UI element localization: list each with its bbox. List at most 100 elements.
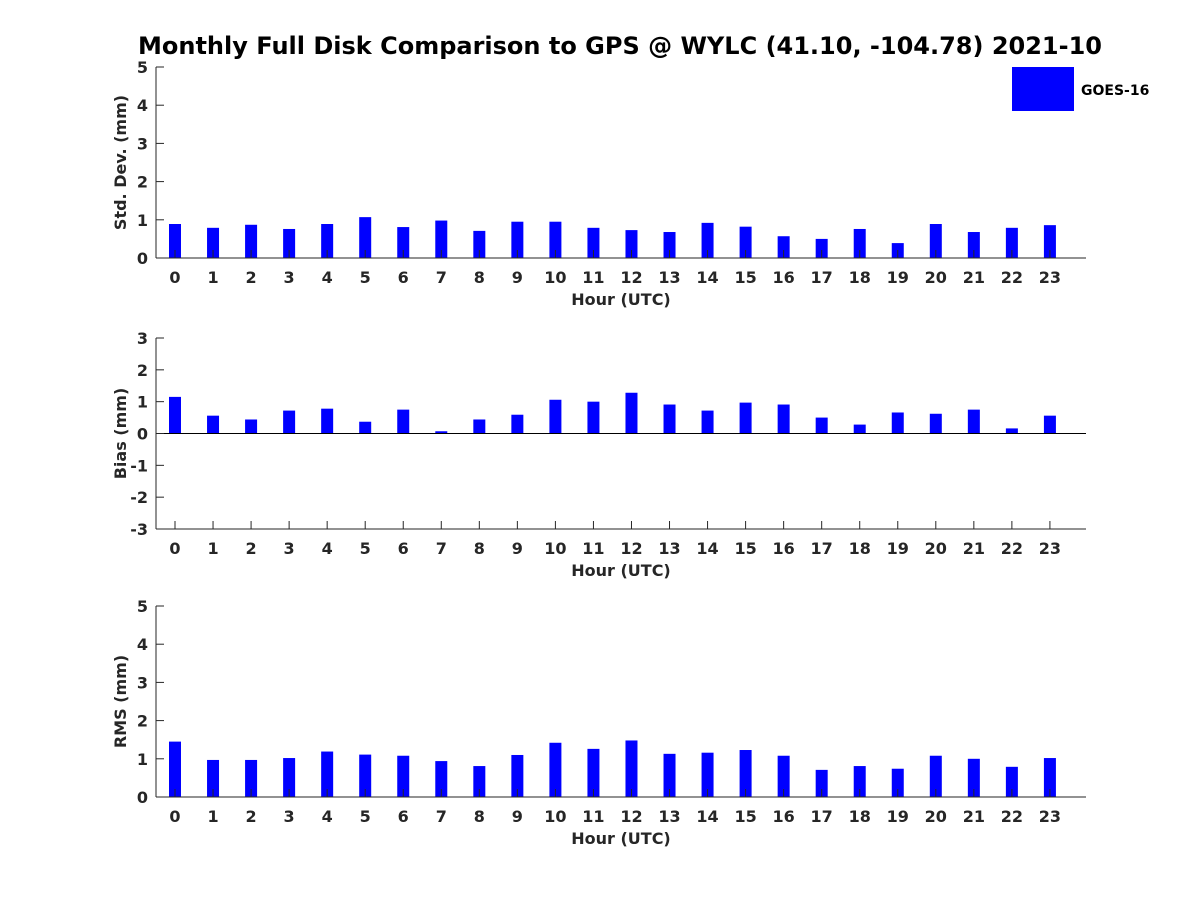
bar-rms-hour-17 <box>815 769 828 797</box>
x-axis-label-stddev: Hour (UTC) <box>571 290 671 309</box>
x-tick-label-stddev-6: 6 <box>398 268 409 287</box>
y-tick-label-rms-1: 1 <box>137 750 148 769</box>
x-tick-label-stddev-14: 14 <box>696 268 718 287</box>
x-tick-label-rms-7: 7 <box>436 807 447 826</box>
bar-bias-hour-15 <box>739 402 752 434</box>
x-tick-label-rms-5: 5 <box>360 807 371 826</box>
bar-stddev-hour-5 <box>359 217 372 258</box>
bar-bias-hour-10 <box>549 399 562 434</box>
bar-rms-hour-5 <box>359 754 372 797</box>
bar-stddev-hour-13 <box>663 232 676 258</box>
x-tick-label-stddev-17: 17 <box>811 268 833 287</box>
bar-bias-hour-21 <box>967 409 980 434</box>
bar-bias-hour-2 <box>245 419 258 434</box>
x-tick-label-rms-10: 10 <box>544 807 566 826</box>
bar-stddev-hour-10 <box>549 221 562 258</box>
x-tick-label-rms-22: 22 <box>1001 807 1023 826</box>
bar-stddev-hour-6 <box>397 227 410 258</box>
y-axis-label-bias: Bias (mm) <box>111 388 130 480</box>
bar-stddev-hour-17 <box>815 238 828 258</box>
x-tick-label-stddev-13: 13 <box>658 268 680 287</box>
bar-bias-hour-6 <box>397 409 410 434</box>
bar-bias-hour-14 <box>701 410 714 434</box>
x-tick-label-rms-17: 17 <box>811 807 833 826</box>
bar-bias-hour-9 <box>511 414 524 434</box>
x-tick-label-bias-8: 8 <box>474 539 485 558</box>
x-tick-label-rms-18: 18 <box>849 807 871 826</box>
bar-stddev-hour-3 <box>283 228 296 258</box>
x-tick-label-bias-7: 7 <box>436 539 447 558</box>
x-tick-label-bias-18: 18 <box>849 539 871 558</box>
x-tick-label-bias-20: 20 <box>925 539 947 558</box>
y-tick-label-bias-1: 1 <box>137 393 148 412</box>
x-tick-label-bias-9: 9 <box>512 539 523 558</box>
x-axis-label-bias: Hour (UTC) <box>571 561 671 580</box>
x-tick-label-stddev-10: 10 <box>544 268 566 287</box>
bar-stddev-hour-4 <box>321 224 334 258</box>
x-tick-label-stddev-12: 12 <box>620 268 642 287</box>
x-tick-label-bias-19: 19 <box>887 539 909 558</box>
bar-stddev-hour-15 <box>739 226 752 258</box>
x-tick-label-rms-21: 21 <box>963 807 985 826</box>
x-tick-label-stddev-9: 9 <box>512 268 523 287</box>
bar-rms-hour-4 <box>321 751 334 797</box>
x-tick-label-rms-6: 6 <box>398 807 409 826</box>
bar-bias-hour-12 <box>625 392 638 434</box>
x-tick-label-stddev-1: 1 <box>207 268 218 287</box>
x-tick-label-bias-3: 3 <box>284 539 295 558</box>
bar-rms-hour-7 <box>435 761 448 797</box>
x-tick-label-stddev-2: 2 <box>246 268 257 287</box>
y-tick-label-rms-2: 2 <box>137 712 148 731</box>
x-tick-label-bias-22: 22 <box>1001 539 1023 558</box>
x-tick-label-rms-0: 0 <box>169 807 180 826</box>
x-tick-label-bias-17: 17 <box>811 539 833 558</box>
bar-stddev-hour-16 <box>777 236 790 258</box>
bar-bias-hour-18 <box>853 424 866 434</box>
y-tick-label-bias-3: 3 <box>137 329 148 348</box>
x-tick-label-bias-11: 11 <box>582 539 604 558</box>
y-tick-label-bias-0: 0 <box>137 425 148 444</box>
x-tick-label-stddev-7: 7 <box>436 268 447 287</box>
x-tick-label-stddev-5: 5 <box>360 268 371 287</box>
bar-rms-hour-14 <box>701 752 714 797</box>
bar-stddev-hour-20 <box>929 224 942 258</box>
y-tick-label-bias--2: -2 <box>130 488 148 507</box>
x-tick-label-bias-21: 21 <box>963 539 985 558</box>
x-tick-label-stddev-11: 11 <box>582 268 604 287</box>
legend-label: GOES-16 <box>1081 83 1149 99</box>
x-tick-label-stddev-0: 0 <box>169 268 180 287</box>
bar-bias-hour-22 <box>1005 428 1018 434</box>
bar-bias-hour-8 <box>473 419 486 434</box>
x-tick-label-rms-13: 13 <box>658 807 680 826</box>
x-tick-label-rms-12: 12 <box>620 807 642 826</box>
x-tick-label-stddev-4: 4 <box>322 268 333 287</box>
bar-rms-hour-16 <box>777 755 790 797</box>
x-tick-label-rms-4: 4 <box>322 807 333 826</box>
x-tick-label-bias-1: 1 <box>207 539 218 558</box>
y-axis-label-rms: RMS (mm) <box>111 655 130 748</box>
bar-rms-hour-0 <box>169 741 181 797</box>
y-tick-label-stddev-2: 2 <box>137 173 148 192</box>
x-tick-label-bias-12: 12 <box>620 539 642 558</box>
bar-rms-hour-23 <box>1043 758 1056 797</box>
x-tick-label-bias-4: 4 <box>322 539 333 558</box>
y-tick-label-stddev-1: 1 <box>137 211 148 230</box>
x-tick-label-bias-16: 16 <box>773 539 795 558</box>
bar-bias-hour-13 <box>663 404 676 434</box>
x-tick-label-stddev-22: 22 <box>1001 268 1023 287</box>
x-tick-label-bias-5: 5 <box>360 539 371 558</box>
x-tick-label-bias-10: 10 <box>544 539 566 558</box>
bar-stddev-hour-21 <box>967 232 980 258</box>
legend-swatch-goes16 <box>1012 67 1074 111</box>
x-tick-label-stddev-20: 20 <box>925 268 947 287</box>
x-tick-label-bias-14: 14 <box>696 539 718 558</box>
bar-rms-hour-9 <box>511 754 524 797</box>
y-tick-label-stddev-4: 4 <box>137 96 148 115</box>
bar-bias-hour-20 <box>929 413 942 434</box>
x-tick-label-bias-0: 0 <box>169 539 180 558</box>
x-tick-label-stddev-16: 16 <box>773 268 795 287</box>
